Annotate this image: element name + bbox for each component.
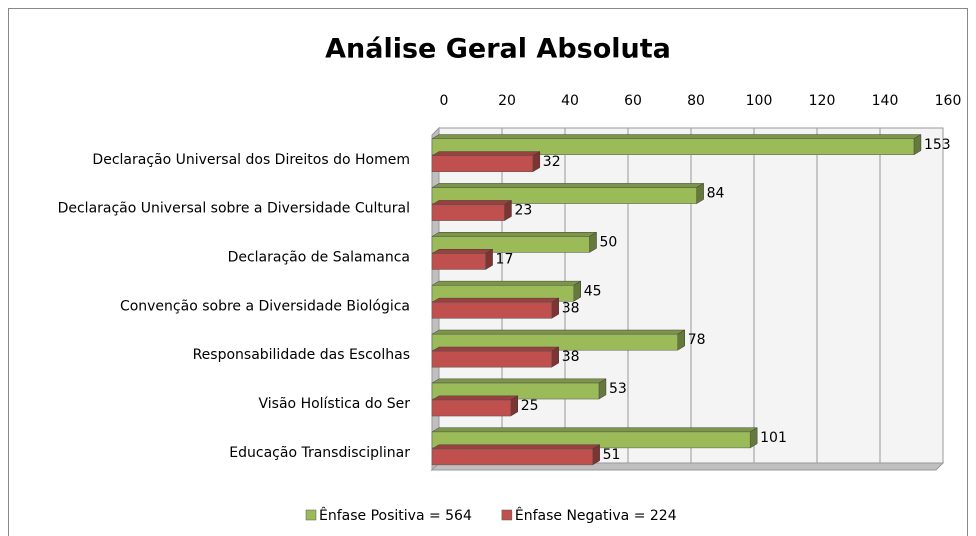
y-tick-label: Declaração Universal sobre a Diversidade… xyxy=(58,201,410,217)
data-label: 50 xyxy=(600,234,618,250)
bar xyxy=(431,448,593,466)
x-tick-label: 160 xyxy=(935,93,962,109)
x-tick-label: 80 xyxy=(687,93,705,109)
legend-label: Ênfase Negativa = 224 xyxy=(515,506,677,524)
data-label: 17 xyxy=(496,251,514,267)
legend-swatch xyxy=(305,509,317,521)
data-label: 45 xyxy=(584,283,602,299)
y-tick-label: Declaração de Salamanca xyxy=(228,249,410,265)
x-tick-label: 120 xyxy=(809,93,836,109)
bar-top xyxy=(431,249,494,254)
y-tick-label: Educação Transdisciplinar xyxy=(229,445,410,461)
x-tick-label: 60 xyxy=(624,93,642,109)
bar-top xyxy=(431,200,513,205)
y-tick-label: Visão Holística do Ser xyxy=(259,396,411,412)
bar xyxy=(431,204,505,221)
bar xyxy=(431,350,552,368)
bar xyxy=(431,302,552,319)
data-label: 78 xyxy=(688,332,706,348)
bar xyxy=(431,399,511,417)
bar-top xyxy=(431,329,686,335)
bar xyxy=(431,236,590,253)
bar-top xyxy=(431,378,607,384)
x-tick-label: 100 xyxy=(746,93,773,109)
bar-top xyxy=(431,444,601,450)
y-tick-label: Responsabilidade das Escolhas xyxy=(193,347,410,363)
data-label: 84 xyxy=(707,186,725,202)
chart-title: Análise Geral Absoluta xyxy=(325,34,671,65)
bar-top xyxy=(431,280,582,286)
data-label: 25 xyxy=(521,398,539,414)
data-label: 38 xyxy=(562,300,580,316)
data-label: 53 xyxy=(609,381,627,397)
x-tick-label: 0 xyxy=(440,93,449,109)
x-tick-label: 20 xyxy=(498,93,516,109)
bar-top xyxy=(431,151,541,157)
bar-top xyxy=(431,232,598,237)
bar xyxy=(431,155,534,173)
x-tick-label: 40 xyxy=(561,93,579,109)
bar xyxy=(431,138,915,156)
data-label: 101 xyxy=(760,430,787,446)
data-label: 23 xyxy=(514,203,532,219)
bar xyxy=(431,253,486,270)
bar-top xyxy=(431,395,519,401)
y-tick-label: Convenção sobre a Diversidade Biológica xyxy=(120,298,410,314)
data-label: 51 xyxy=(603,447,621,463)
bar-top xyxy=(431,346,560,352)
legend-swatch xyxy=(501,509,513,521)
bar-top xyxy=(431,183,705,188)
data-label: 32 xyxy=(543,154,561,170)
bar-top xyxy=(431,297,560,303)
legend-label: Ênfase Positiva = 564 xyxy=(319,506,472,524)
x-tick-label: 140 xyxy=(872,93,899,109)
bar-top xyxy=(431,427,759,433)
bar-top xyxy=(431,134,922,140)
data-label: 38 xyxy=(562,349,580,365)
data-label: 153 xyxy=(924,137,951,153)
y-tick-label: Declaração Universal dos Direitos do Hom… xyxy=(92,152,410,168)
bar xyxy=(431,187,697,204)
